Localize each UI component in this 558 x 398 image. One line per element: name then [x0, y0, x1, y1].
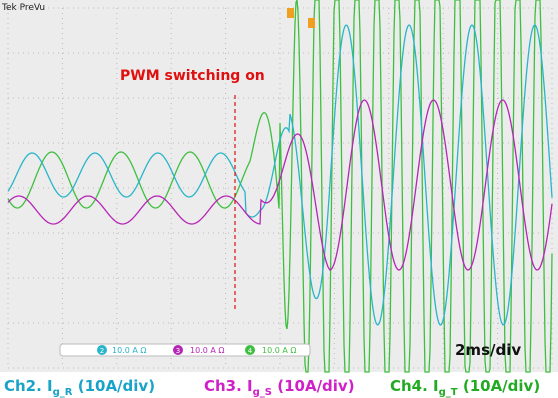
- scope-label: Tek PreVu: [1, 3, 45, 13]
- caption-subscript: g_T: [439, 387, 458, 398]
- ch4-scale: 10.0 A Ω: [262, 346, 296, 355]
- caption-subscript: g_S: [253, 387, 272, 398]
- caption-suffix: (10A/div): [458, 377, 541, 395]
- ch4-number: 4: [248, 347, 253, 355]
- caption-suffix: (10A/div): [272, 377, 355, 395]
- caption-prefix: Ch4. I: [390, 377, 439, 395]
- page: PWM switching on Tek PreVu 2ms/div 2 10.…: [0, 0, 558, 398]
- channel-badges: 2 10.0 A Ω 3 10.0 A Ω 4 10.0 A Ω: [97, 345, 296, 355]
- ch2-number: 2: [100, 347, 104, 355]
- caption-suffix: (10A/div): [73, 377, 156, 395]
- ch2-scale: 10.0 A Ω: [112, 346, 146, 355]
- trigger-marker: [308, 18, 315, 28]
- caption-subscript: g_R: [53, 387, 73, 398]
- scope-screenshot: PWM switching on Tek PreVu 2ms/div 2 10.…: [0, 0, 558, 398]
- caption-ch4: Ch4. Ig_T (10A/div): [390, 377, 540, 398]
- annotation: PWM switching on: [120, 68, 265, 84]
- caption-prefix: Ch2. I: [4, 377, 53, 395]
- caption-ch2: Ch2. Ig_R (10A/div): [4, 377, 155, 398]
- trigger-marker: [287, 8, 294, 18]
- timebase: 2ms/div: [455, 341, 521, 359]
- ch3-number: 3: [176, 347, 180, 355]
- caption-prefix: Ch3. I: [204, 377, 253, 395]
- caption-ch3: Ch3. Ig_S (10A/div): [204, 377, 355, 398]
- ch3-scale: 10.0 A Ω: [190, 346, 224, 355]
